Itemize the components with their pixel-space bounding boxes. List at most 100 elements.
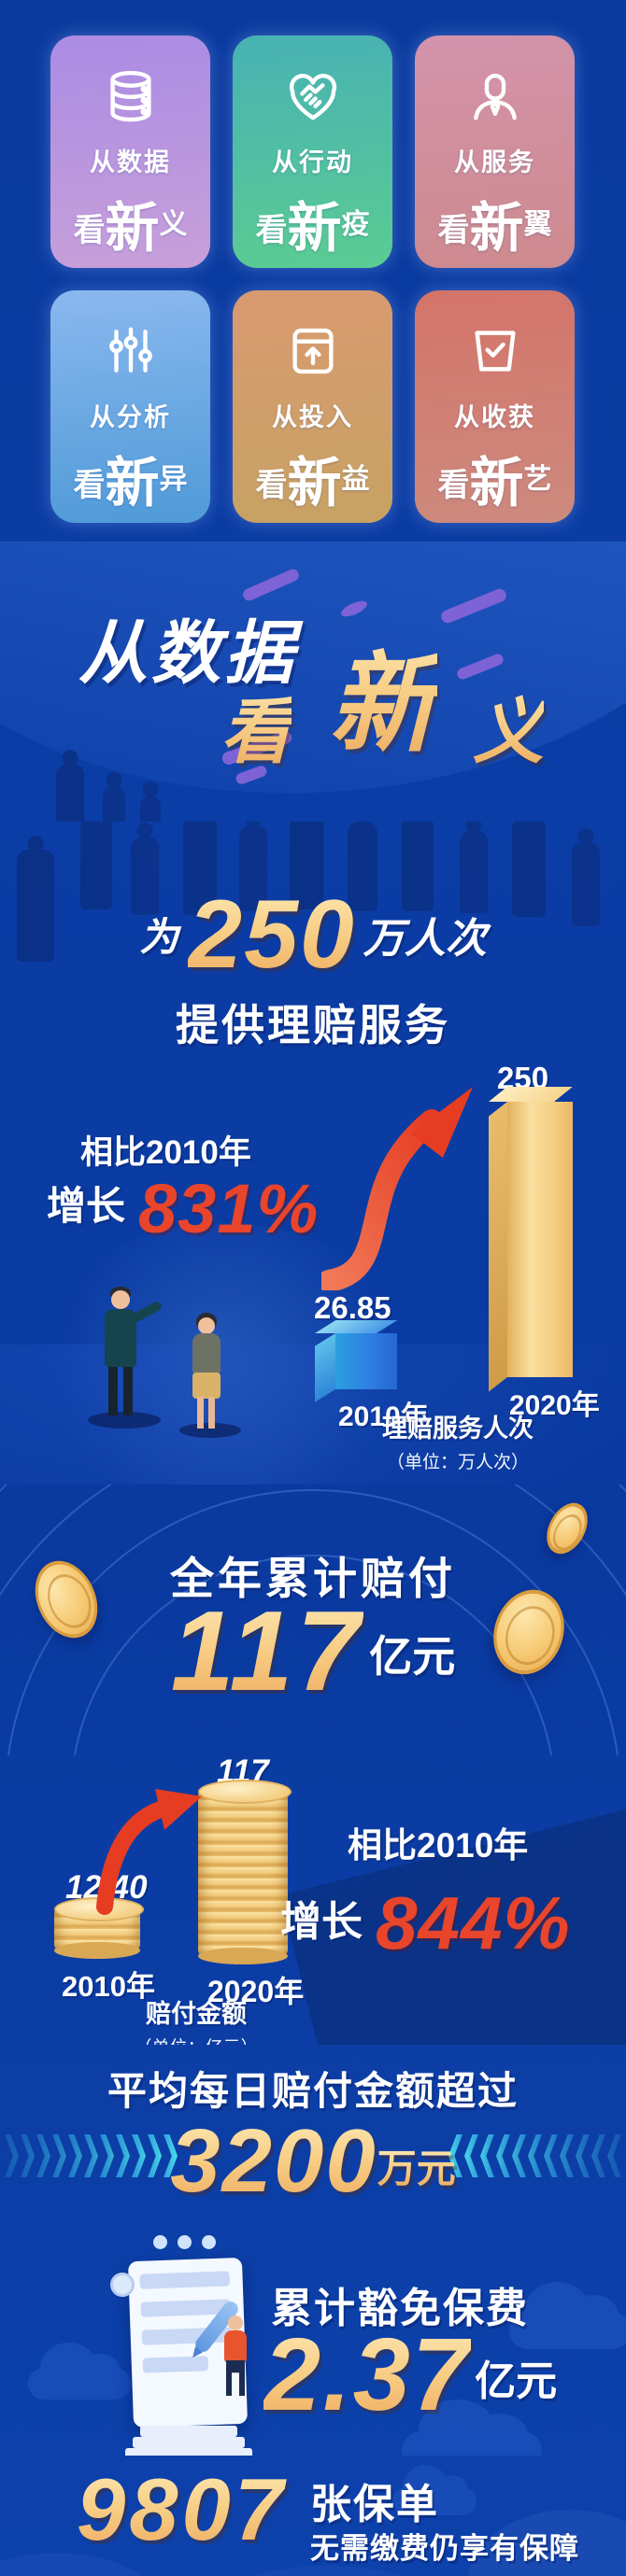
chart1-bar-value-2010: 26.85	[314, 1290, 391, 1325]
tile-suffix: 疫	[341, 209, 370, 240]
total-payout-value: 117	[170, 1587, 364, 1714]
tile-subtitle: 看新异	[50, 439, 210, 517]
daily-payout-stat: 3200万元	[0, 2110, 626, 2213]
tile-suffix: 翼	[523, 209, 552, 240]
businesswoman-illustration	[179, 1313, 241, 1438]
figure-legs	[208, 1397, 215, 1429]
tile-suffix: 异	[159, 464, 188, 495]
waiver-label: 累计豁免保费	[271, 2286, 529, 2331]
tile-service[interactable]: 从服务 看新翼	[415, 35, 575, 268]
section-daily-payout: 平均每日赔付金额超过 3200万元	[0, 2045, 626, 2222]
stat-prefix: 为	[139, 915, 179, 959]
chart1-unit-note: （单位：万人次）	[386, 1453, 529, 1472]
chart2-caption: 赔付金额 （单位：亿元）	[56, 1993, 336, 2045]
chart1-caption: 理赔服务人次 （单位：万人次）	[346, 1408, 570, 1473]
crowd-silhouette	[512, 822, 546, 917]
chart2-axis-2010: 2010年	[62, 1970, 155, 2003]
section-chart-payout-amount: 117 2020年 12.40 2010年 相比2010年 增长 844% 赔付金…	[0, 1755, 626, 2045]
crowd-silhouette	[290, 822, 323, 909]
crowd-silhouette	[140, 795, 161, 822]
cloud-decoration	[509, 2282, 626, 2349]
figure-arm	[130, 1300, 164, 1324]
chart2-axis-2020: 2020年	[207, 1975, 305, 2008]
tile-subtitle: 看新益	[233, 439, 392, 517]
tile-xin: 新	[105, 198, 160, 259]
policies-unit: 张保单	[310, 2482, 439, 2527]
chart1-axis-2020: 2020年	[509, 1390, 600, 1421]
figure-shadow	[88, 1412, 161, 1429]
tile-kan: 看	[437, 468, 470, 503]
cloud-decoration	[28, 2342, 131, 2400]
figure-legs	[197, 1397, 204, 1429]
crowd-silhouette	[572, 842, 600, 926]
stat-unit: 万人次	[363, 916, 487, 962]
tile-kan: 看	[255, 213, 288, 248]
chart1-title: 理赔服务人次	[382, 1415, 534, 1443]
people-served-stat: 为250 万人次	[0, 880, 626, 991]
tile-title: 从行动	[272, 148, 353, 176]
section-policies: 9807 张保单 无需缴费仍享有保障	[0, 2456, 626, 2576]
tile-kan: 看	[73, 213, 106, 248]
chart1-growth-value: 831%	[138, 1170, 320, 1247]
section-people-served: 为250 万人次 提供理赔服务	[0, 822, 626, 1064]
chart2-growth-value: 844%	[376, 1881, 571, 1964]
crowd-silhouette	[131, 837, 159, 915]
tile-suffix: 义	[159, 209, 188, 240]
check-bin-icon	[466, 322, 524, 380]
growth-arrow-icon	[321, 1087, 473, 1290]
section-nav-tiles: 从数据 看新义 从行动 看新疫	[0, 0, 626, 542]
crowd-silhouette	[460, 831, 488, 913]
cloud-decoration	[392, 2465, 477, 2515]
tile-subtitle: 看新翼	[415, 184, 575, 262]
tile-action[interactable]: 从行动 看新疫	[233, 35, 392, 268]
chevrons-left-decoration	[4, 2134, 178, 2177]
hero-title-prefix: 从数据	[78, 614, 297, 692]
growth-arrow-icon	[96, 1789, 202, 1915]
tile-kan: 看	[255, 468, 288, 503]
tile-data[interactable]: 从数据 看新义	[50, 35, 210, 268]
growth-label: 增长	[47, 1184, 126, 1228]
section-chart-claim-visits: 相比2010年 增长 831% 250 2020年 26.85 2010年 理赔服…	[0, 1064, 626, 1485]
chart1-blue-bar	[315, 1320, 398, 1402]
figure-legs	[108, 1367, 118, 1415]
tile-harvest[interactable]: 从收获 看新艺	[415, 290, 575, 523]
chart2-growth-block: 相比2010年 增长 844%	[280, 1817, 617, 1966]
waiver-stat: 2.37亿元	[263, 2316, 557, 2434]
tile-xin: 新	[287, 453, 342, 514]
hero-title-xin: 新	[329, 616, 437, 773]
tile-title: 从数据	[90, 148, 171, 176]
tile-subtitle: 看新疫	[233, 184, 392, 262]
people-served-value: 250	[188, 880, 356, 989]
chart2-compare-label: 相比2010年	[348, 1826, 529, 1865]
cloud-decoration	[402, 2400, 542, 2456]
tile-analysis[interactable]: 从分析 看新异	[50, 290, 210, 523]
waiver-unit: 亿元	[475, 2358, 558, 2404]
tile-kan: 看	[73, 468, 106, 503]
chart2-coin-stack-2020	[198, 1780, 292, 1964]
person-icon	[466, 67, 524, 125]
policies-value: 9807	[77, 2460, 288, 2558]
total-payout-unit: 亿元	[369, 1632, 456, 1681]
database-icon	[102, 67, 160, 125]
section-premium-waiver: 累计豁免保费 2.37亿元	[0, 2222, 626, 2456]
bar-side-face	[489, 1102, 507, 1392]
total-payout-label: 全年累计赔付	[170, 1554, 456, 1603]
section-total-payout: 全年累计赔付 117 亿元	[0, 1485, 626, 1755]
policy-document-illustration	[110, 2235, 269, 2456]
figure-shadow	[179, 1423, 241, 1438]
chart1-compare-label: 相比2010年	[80, 1134, 251, 1171]
sliders-icon	[102, 322, 160, 380]
tile-investment[interactable]: 从投入 看新益	[233, 290, 392, 523]
tile-xin: 新	[287, 198, 342, 259]
chart2-unit-note: （单位：亿元）	[56, 2034, 336, 2045]
hero-title-suffix: 义	[473, 674, 544, 777]
crowd-silhouette	[402, 822, 434, 911]
tile-subtitle: 看新艺	[415, 439, 575, 517]
crowd-silhouette	[183, 822, 217, 915]
clock-icon	[110, 2273, 135, 2297]
figure-head	[198, 1317, 215, 1334]
tile-suffix: 益	[341, 464, 370, 495]
crowd-silhouette	[80, 822, 112, 909]
figure-legs	[123, 1367, 133, 1415]
